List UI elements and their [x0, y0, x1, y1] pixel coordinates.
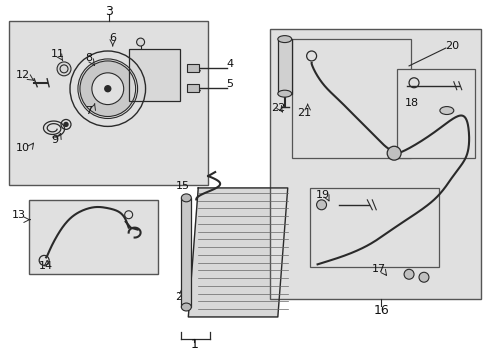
- Bar: [309, 188, 438, 267]
- Text: 21: 21: [297, 108, 311, 117]
- Circle shape: [64, 122, 68, 126]
- Text: 17: 17: [371, 264, 386, 274]
- Ellipse shape: [277, 36, 291, 42]
- Text: 12: 12: [16, 70, 30, 80]
- Bar: [9, 21, 208, 185]
- Text: 3: 3: [104, 5, 112, 18]
- Bar: [291, 39, 410, 158]
- Bar: [277, 39, 291, 94]
- Circle shape: [92, 73, 123, 105]
- Text: 1: 1: [190, 338, 198, 351]
- Text: 18: 18: [404, 98, 418, 108]
- Text: 15: 15: [175, 181, 189, 191]
- Text: 22: 22: [270, 103, 285, 113]
- Text: 7: 7: [85, 105, 92, 116]
- Text: 10: 10: [16, 143, 30, 153]
- Polygon shape: [188, 188, 287, 317]
- Ellipse shape: [439, 107, 453, 114]
- Text: 2: 2: [174, 292, 182, 302]
- Ellipse shape: [277, 90, 291, 97]
- Text: 6: 6: [109, 33, 116, 43]
- Text: 19: 19: [315, 190, 329, 200]
- Bar: [187, 64, 199, 72]
- Circle shape: [403, 269, 413, 279]
- Text: 11: 11: [51, 49, 65, 59]
- Circle shape: [57, 62, 71, 76]
- Text: 9: 9: [51, 135, 59, 145]
- Bar: [269, 29, 480, 299]
- Circle shape: [386, 146, 400, 160]
- Text: 16: 16: [372, 305, 388, 318]
- Text: 14: 14: [39, 261, 53, 271]
- Bar: [29, 200, 158, 274]
- Text: 5: 5: [226, 79, 233, 89]
- Circle shape: [80, 61, 135, 117]
- Bar: [181, 198, 191, 307]
- Text: 4: 4: [226, 59, 233, 69]
- Text: 20: 20: [444, 41, 458, 51]
- Bar: [128, 49, 180, 100]
- Bar: [187, 84, 199, 92]
- Text: 8: 8: [85, 53, 92, 63]
- Circle shape: [104, 86, 111, 92]
- Circle shape: [316, 200, 326, 210]
- Circle shape: [136, 38, 144, 46]
- Ellipse shape: [181, 194, 191, 202]
- Ellipse shape: [181, 303, 191, 311]
- Circle shape: [418, 272, 428, 282]
- Text: 13: 13: [12, 210, 26, 220]
- Bar: [396, 69, 474, 158]
